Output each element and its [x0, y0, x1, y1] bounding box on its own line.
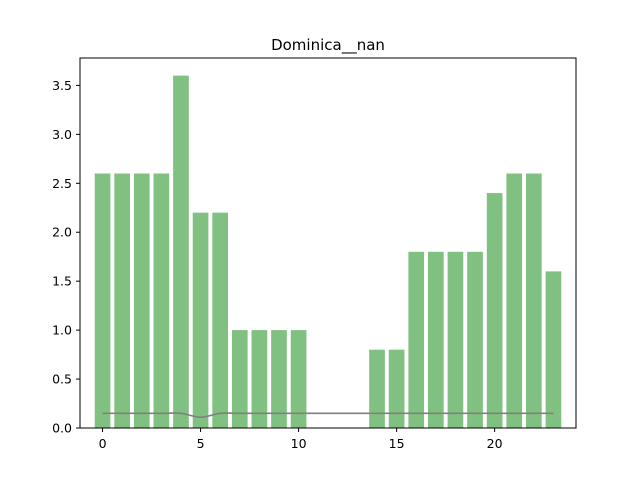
y-tick-label: 3.5 [52, 78, 72, 93]
x-tick-label: 0 [99, 436, 107, 451]
x-tick-label: 15 [389, 436, 405, 451]
x-tick-label: 10 [291, 436, 307, 451]
bar-15 [388, 349, 405, 428]
bar-4 [173, 75, 189, 428]
bar-21 [506, 173, 523, 428]
y-tick-label: 0.5 [52, 372, 72, 387]
bar-6 [212, 212, 229, 428]
bar-17 [427, 251, 444, 428]
y-tick-label: 1.0 [52, 323, 72, 338]
line-group [102, 412, 554, 419]
bar-1 [114, 173, 130, 428]
bar-10 [290, 330, 307, 428]
bar-19 [467, 251, 483, 428]
bar-2 [133, 173, 150, 428]
bar-0 [94, 173, 111, 428]
x-axis: 0 5 10 15 20 [99, 428, 503, 451]
y-tick-label: 0.0 [52, 421, 72, 436]
y-tick-label: 2.5 [52, 176, 72, 191]
bar-14 [369, 349, 385, 428]
bar-18 [447, 251, 464, 428]
chart-title: Dominica__nan [271, 36, 385, 55]
x-tick-label: 5 [197, 436, 205, 451]
bar-8 [251, 330, 268, 428]
y-tick-label: 1.5 [52, 274, 72, 289]
bar-5 [192, 212, 209, 428]
y-tick-label: 2.0 [52, 225, 72, 240]
bar-22 [526, 173, 542, 428]
y-axis: 0.0 0.5 1.0 1.5 2.0 2.5 3.0 3.5 [52, 78, 80, 436]
bar-20 [486, 193, 503, 428]
x-tick-label: 20 [487, 436, 503, 451]
trend-line [102, 412, 554, 419]
bars-group [94, 75, 562, 428]
y-tick-label: 3.0 [52, 127, 72, 142]
bar-3 [153, 173, 170, 428]
bar-23 [545, 271, 562, 428]
plot-frame [79, 57, 577, 429]
bar-9 [271, 330, 287, 428]
bar-16 [408, 251, 425, 428]
bar-7 [231, 330, 248, 428]
